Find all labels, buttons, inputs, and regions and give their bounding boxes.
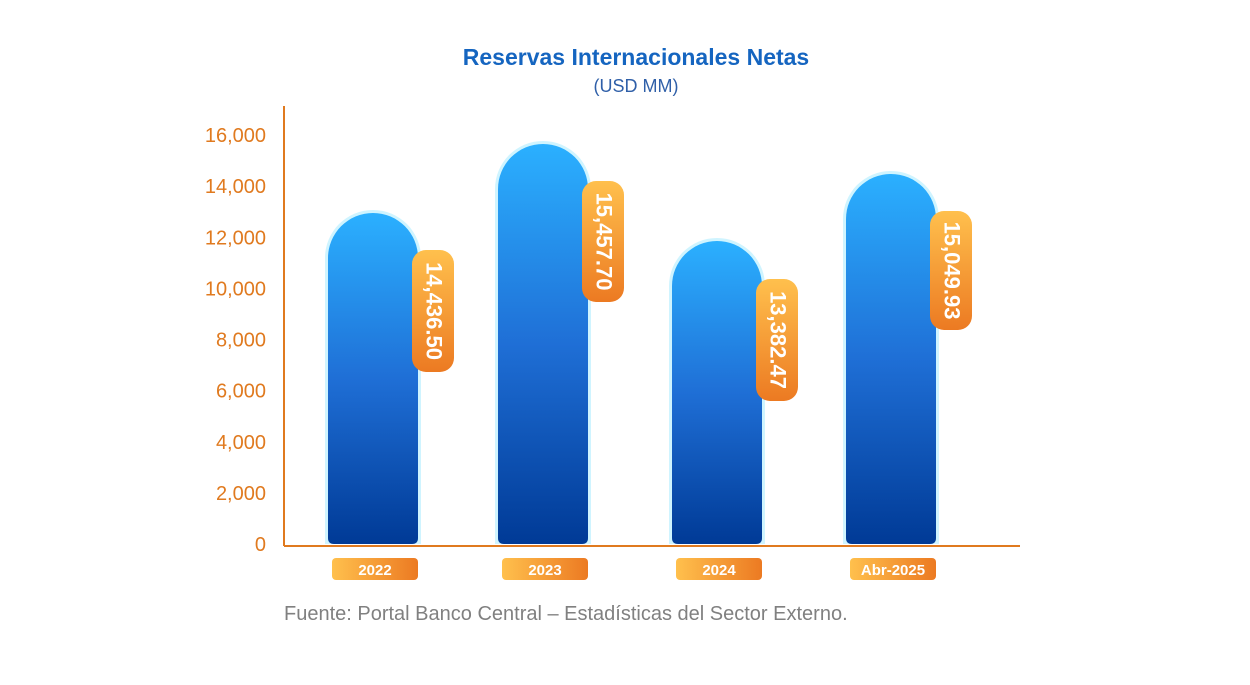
- value-label-tag: [582, 181, 624, 302]
- value-label-tag: [930, 211, 972, 330]
- category-label: 2022: [358, 562, 391, 579]
- y-tick-label: 10,000: [205, 278, 266, 300]
- category-label: Abr-2025: [861, 562, 925, 579]
- bar-group: 14,436.50 2022: [325, 210, 454, 580]
- bar-group: 15,457.70 2023: [495, 141, 624, 580]
- value-label: 15,457.70: [592, 193, 617, 291]
- category-label: 2023: [528, 562, 561, 579]
- y-tick-label: 8,000: [216, 330, 266, 352]
- bar: [846, 174, 936, 544]
- chart-title: Reservas Internacionales Netas: [463, 44, 809, 70]
- bar: [328, 213, 418, 544]
- bar-group: 15,049.93 Abr-2025: [843, 171, 972, 580]
- value-label: 14,436.50: [422, 262, 447, 360]
- value-label: 13,382.47: [766, 291, 791, 389]
- y-tick-label: 0: [255, 534, 266, 556]
- chart-subtitle: (USD MM): [594, 76, 679, 96]
- bar-group: 13,382.47 2024: [669, 238, 798, 580]
- y-tick-label: 4,000: [216, 432, 266, 454]
- category-label-pill: [850, 558, 936, 580]
- category-label-pill: [332, 558, 418, 580]
- y-tick-label: 6,000: [216, 381, 266, 403]
- y-tick-labels: 0 2,000 4,000 6,000 8,000 10,000 12,000 14,000 1…: [205, 125, 266, 556]
- source-note: Fuente: Portal Banco Central – Estadísti…: [284, 603, 848, 625]
- value-label-tag: [412, 250, 454, 372]
- y-tick-label: 12,000: [205, 227, 266, 249]
- category-label-pill: [676, 558, 762, 580]
- bar: [498, 144, 588, 544]
- category-label: 2024: [702, 562, 736, 579]
- value-label-tag: [756, 279, 798, 401]
- y-tick-label: 14,000: [205, 176, 266, 198]
- category-label-pill: [502, 558, 588, 580]
- y-tick-label: 16,000: [205, 125, 266, 147]
- bars: 14,436.50202215,457.70202313,382.4720241…: [325, 141, 972, 580]
- bar: [672, 241, 762, 544]
- y-tick-label: 2,000: [216, 483, 266, 505]
- value-label: 15,049.93: [940, 222, 965, 320]
